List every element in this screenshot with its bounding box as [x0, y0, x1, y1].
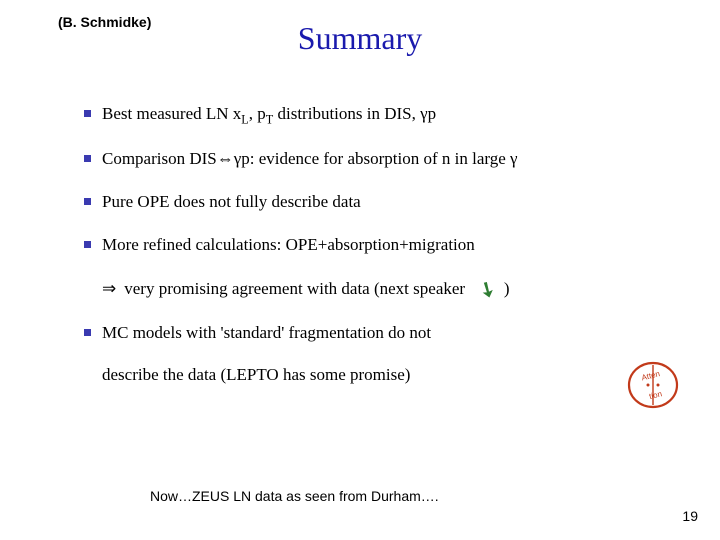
implication-line: ⇒ very promising agreement with data (ne… [102, 277, 644, 302]
implication-text: very promising agreement with data (next… [124, 279, 465, 299]
bullet-item: Comparison DIS⇔γp: evidence for absorpti… [84, 148, 644, 171]
footer-text: Now…ZEUS LN data as seen from Durham…. [150, 488, 439, 504]
bullet-text: Comparison DIS⇔γp: evidence for absorpti… [102, 148, 644, 171]
b5-sub: describe the data (LEPTO has some promis… [102, 365, 410, 384]
bullet-text: MC models with 'standard' fragmentation … [102, 322, 644, 345]
bullet-text: More refined calculations: OPE+absorptio… [102, 234, 644, 257]
bullet-dot-icon [84, 155, 91, 162]
bullet-subtext: describe the data (LEPTO has some promis… [102, 365, 644, 385]
bullet-text: Pure OPE does not fully describe data [102, 191, 644, 214]
page-title: Summary [0, 20, 720, 57]
b1-mid: , p [249, 104, 266, 123]
arrow-down-right-icon: ➘ [474, 274, 501, 304]
b1-pre: Best measured LN x [102, 104, 241, 123]
bullet-text: Best measured LN xL, pT distributions in… [102, 103, 644, 128]
bullet-dot-icon [84, 241, 91, 248]
implication-close: ) [504, 279, 510, 299]
bullet-dot-icon [84, 198, 91, 205]
bullet-list: Best measured LN xL, pT distributions in… [84, 103, 644, 405]
bullet-dot-icon [84, 110, 91, 117]
bullet-item: More refined calculations: OPE+absorptio… [84, 234, 644, 257]
implies-symbol: ⇒ [102, 279, 116, 299]
b1-post: distributions in DIS, γp [273, 104, 436, 123]
page-number: 19 [682, 508, 698, 524]
bullet-item: Pure OPE does not fully describe data [84, 191, 644, 214]
bullet-item: MC models with 'standard' fragmentation … [84, 322, 644, 345]
b1-sub1: L [241, 112, 248, 126]
bullet-item: Best measured LN xL, pT distributions in… [84, 103, 644, 128]
bullet-dot-icon [84, 329, 91, 336]
attention-stamp-icon: Atten tion [626, 358, 680, 412]
